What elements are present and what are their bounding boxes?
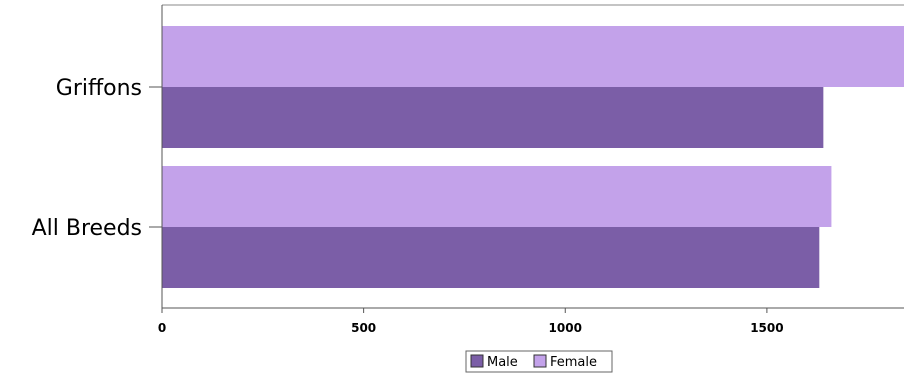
x-tick-label: 1000 bbox=[549, 321, 582, 335]
bars-group bbox=[162, 26, 904, 288]
bar-female-0 bbox=[162, 26, 904, 87]
legend-label-male: Male bbox=[487, 355, 518, 370]
bar-male-0 bbox=[162, 87, 824, 148]
x-tick-label: 1500 bbox=[750, 321, 783, 335]
legend-label-female: Female bbox=[550, 355, 597, 370]
y-tick-label: All Breeds bbox=[32, 216, 142, 241]
bar-female-1 bbox=[162, 166, 832, 227]
legend: Male Female bbox=[465, 350, 613, 373]
x-tick-label: 0 bbox=[158, 321, 166, 335]
x-axis: 0 500 1000 1500 bbox=[158, 307, 904, 335]
x-tick-label: 500 bbox=[351, 321, 376, 335]
y-tick-label: Griffons bbox=[56, 76, 142, 101]
y-axis: Griffons All Breeds bbox=[32, 5, 163, 308]
legend-swatch-male bbox=[470, 354, 484, 368]
bar-male-1 bbox=[162, 227, 820, 288]
legend-swatch-female bbox=[533, 354, 547, 368]
